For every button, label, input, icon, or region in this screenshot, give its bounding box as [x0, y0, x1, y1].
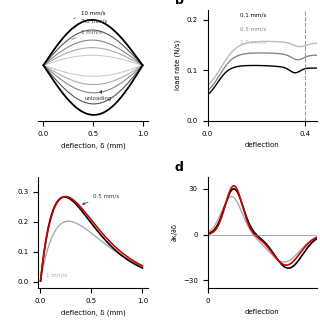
- Y-axis label: load rate (N/s): load rate (N/s): [175, 40, 181, 91]
- X-axis label: deflection: deflection: [245, 309, 280, 315]
- Text: 10 mm/s: 10 mm/s: [74, 10, 106, 18]
- Text: 7.5 mm/s: 7.5 mm/s: [73, 19, 107, 28]
- Text: 0.1 mm/s: 0.1 mm/s: [240, 13, 267, 18]
- Y-axis label: ∂κ/∂δ: ∂κ/∂δ: [172, 223, 178, 241]
- Text: unloading: unloading: [84, 91, 112, 101]
- Text: 0.5 mm/s: 0.5 mm/s: [240, 26, 267, 31]
- Text: 1 mm/s: 1 mm/s: [46, 273, 67, 278]
- Text: d: d: [175, 161, 184, 174]
- Text: 1 mm/s: 1 mm/s: [72, 29, 102, 39]
- X-axis label: deflection: deflection: [245, 142, 280, 148]
- Text: 1.0 mm/s: 1.0 mm/s: [240, 40, 267, 45]
- Text: 0.5 mm/s: 0.5 mm/s: [83, 194, 120, 204]
- X-axis label: deflection, δ (mm): deflection, δ (mm): [60, 309, 125, 316]
- Text: b: b: [175, 0, 184, 7]
- X-axis label: deflection, δ (mm): deflection, δ (mm): [60, 142, 125, 149]
